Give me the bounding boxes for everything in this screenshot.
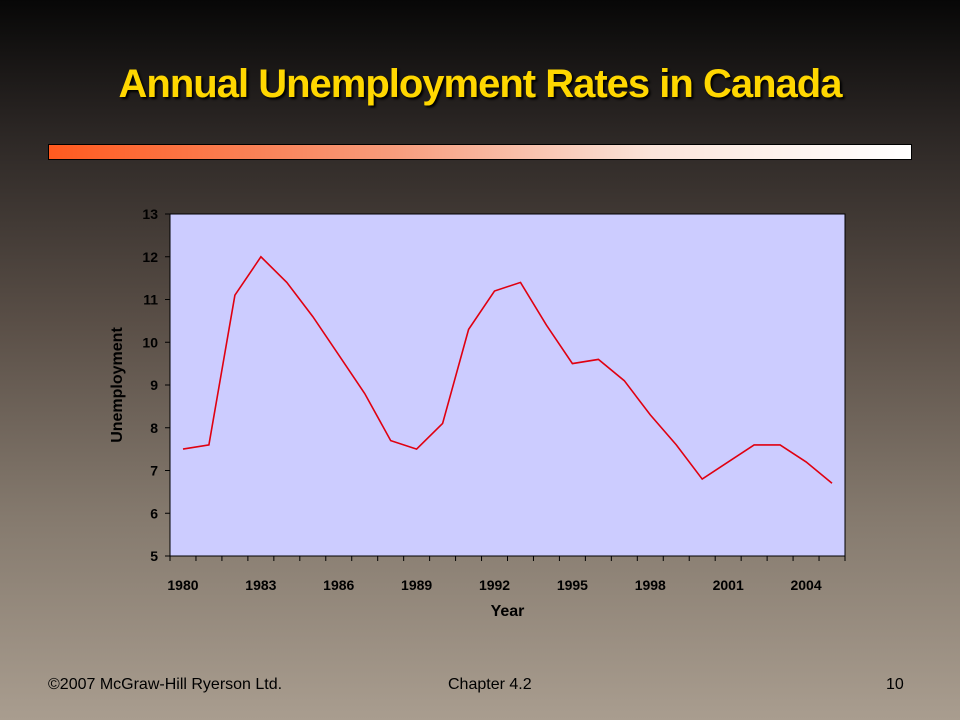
footer-chapter: Chapter 4.2 [448, 676, 532, 693]
x-tick-label: 1989 [401, 577, 432, 593]
x-tick-label: 2004 [790, 577, 821, 593]
x-axis-label: Year [491, 603, 525, 620]
x-tick-label: 1983 [245, 577, 276, 593]
x-tick-label: 1980 [167, 577, 198, 593]
footer-page-number: 10 [886, 676, 904, 693]
y-tick-label: 7 [150, 463, 158, 479]
y-tick-label: 13 [142, 206, 158, 222]
x-tick-label: 1998 [635, 577, 666, 593]
y-tick-label: 6 [150, 505, 158, 521]
y-tick-label: 8 [150, 420, 158, 436]
y-tick-label: 10 [142, 334, 158, 350]
footer-copyright: ©2007 McGraw-Hill Ryerson Ltd. [48, 676, 283, 693]
y-tick-label: 9 [150, 377, 158, 393]
title-gradient-bar [48, 144, 912, 160]
x-tick-label: 1986 [323, 577, 354, 593]
x-axis: 1980 1983 1986 1989 1992 1995 1998 2001 2004 [167, 556, 846, 593]
y-axis: 5 6 7 8 9 10 11 12 13 [142, 206, 170, 564]
y-tick-label: 11 [143, 292, 158, 308]
series-line-unemployment [182, 255, 833, 484]
plot-area [169, 213, 846, 557]
x-tick-label: 2001 [713, 577, 744, 593]
x-tick-label: 1992 [479, 577, 510, 593]
y-tick-label: 5 [150, 548, 158, 564]
y-axis-label: Unemployment [109, 327, 126, 443]
x-tick-label: 1995 [557, 577, 588, 593]
y-tick-label: 12 [142, 249, 158, 265]
slide-title: Annual Unemployment Rates in Canada [118, 62, 843, 106]
